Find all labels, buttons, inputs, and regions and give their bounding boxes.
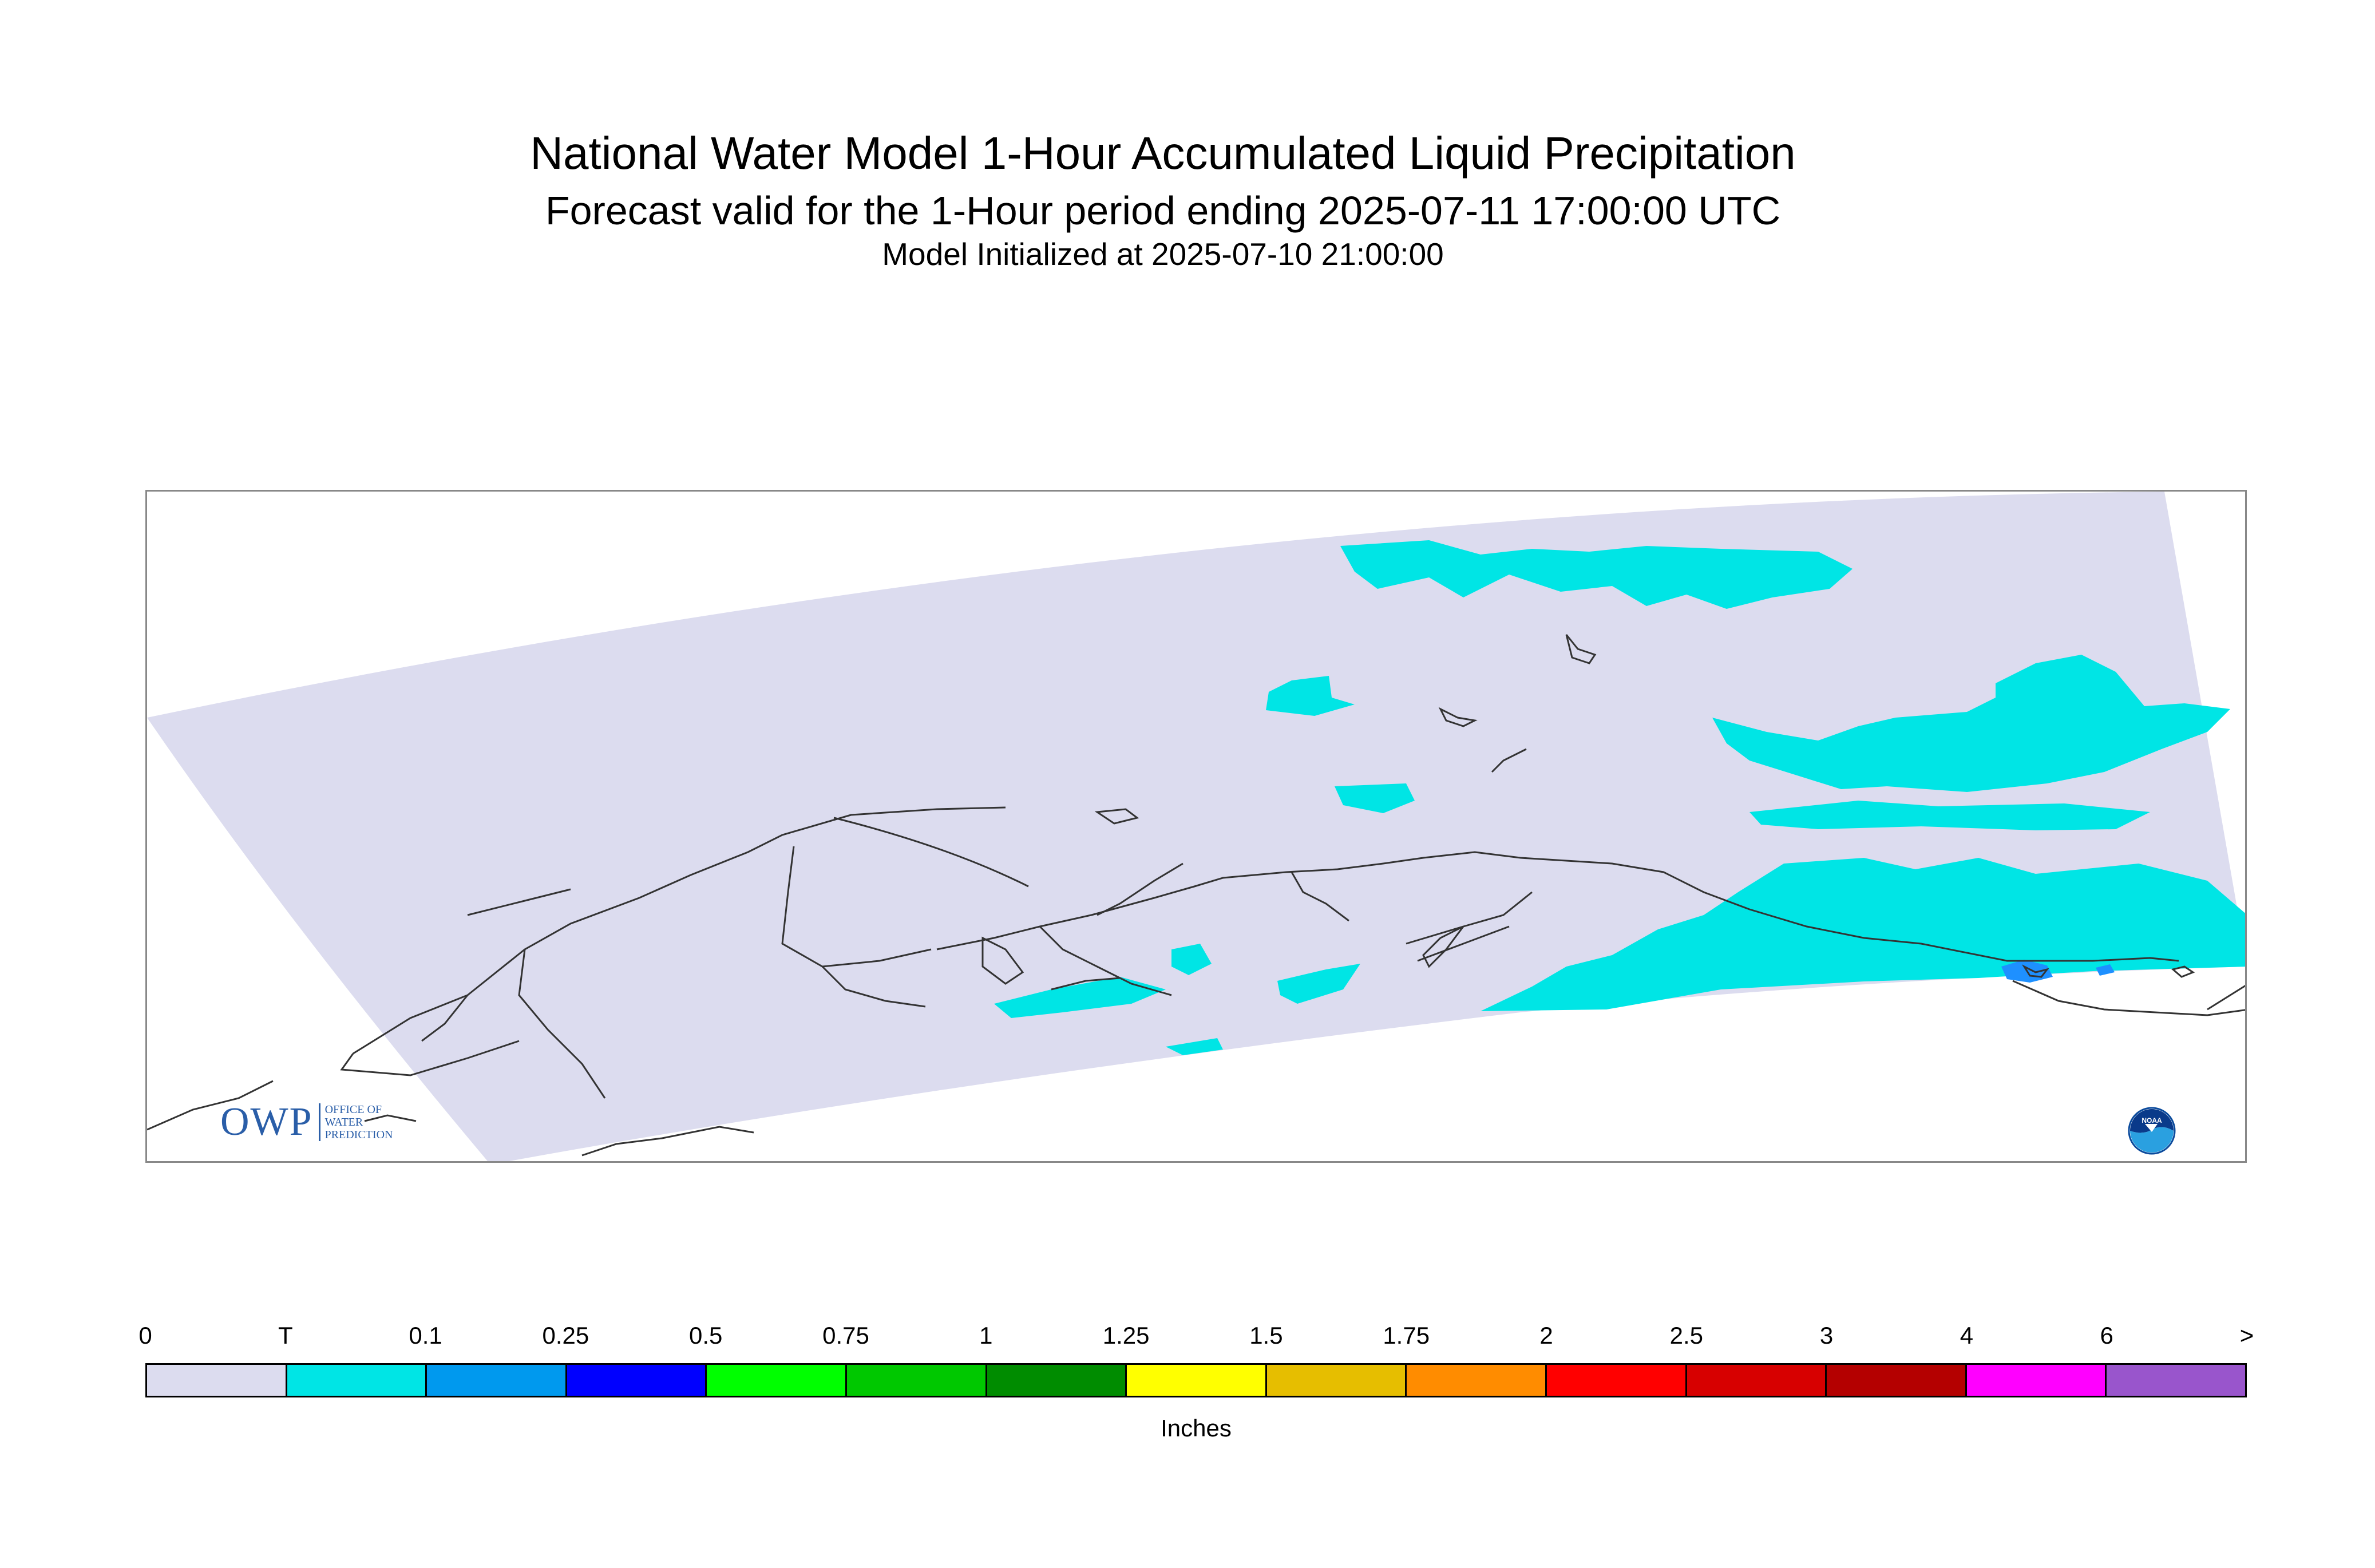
legend-tick-11: 2.5 [1669,1322,1703,1349]
noaa-text: NOAA [2142,1116,2162,1124]
owp-initials: OWP [220,1100,313,1144]
legend-tick-8: 1.5 [1249,1322,1283,1349]
owp-name: OFFICE OF WATER PREDICTION [325,1103,393,1141]
precipitation-map: OWP OFFICE OF WATER PREDICTION NOAA [145,490,2247,1163]
legend-swatch-3 [567,1365,707,1396]
noaa-logo: NOAA [2128,1107,2176,1155]
legend-swatch-14 [2107,1365,2245,1396]
legend-tick-10: 2 [1539,1322,1553,1349]
legend-tick-5: 0.75 [822,1322,869,1349]
legend-swatch-5 [846,1365,987,1396]
legend-tick-labels: 0 T 0.1 0.25 0.5 0.75 1 1.25 1.5 1.75 2 2.5 3 4 6 > [138,1322,2254,1356]
legend-swatch-1 [287,1365,428,1396]
legend-swatch-6 [987,1365,1127,1396]
map-title: National Water Model 1-Hour Accumulated … [530,128,1796,179]
legend-swatch-11 [1687,1365,1827,1396]
legend-tick-7: 1.25 [1102,1322,1150,1349]
legend-tick-1: T [278,1322,293,1349]
forecast-valid-subtitle: Forecast valid for the 1-Hour period end… [545,188,1781,233]
legend-tick-0: 0 [138,1322,152,1349]
map-canvas [147,492,2245,1161]
legend-tick-3: 0.25 [542,1322,589,1349]
legend-swatch-4 [707,1365,847,1396]
legend-tick-4: 0.5 [688,1322,723,1349]
legend-swatch-8 [1266,1365,1407,1396]
legend-tick-9: 1.75 [1383,1322,1430,1349]
owp-logo: OWP OFFICE OF WATER PREDICTION [220,1100,393,1144]
legend-units-label: Inches [1161,1415,1232,1442]
legend-swatch-10 [1546,1365,1687,1396]
model-domain-area [147,492,2245,1161]
owp-line1: OFFICE OF [324,1103,382,1116]
legend-tick-12: 3 [1819,1322,1834,1349]
islands-lakes [467,634,2195,991]
legend-swatch-12 [1827,1365,1967,1396]
precip-trace-areas [994,540,2245,1055]
legend-swatch-7 [1127,1365,1267,1396]
noaa-emblem: NOAA [2128,1107,2176,1155]
owp-divider [318,1103,320,1141]
legend-swatch-0 [147,1365,287,1396]
legend-tick-6: 1 [979,1322,993,1349]
legend-swatch-9 [1407,1365,1547,1396]
legend-tick-2: 0.1 [409,1322,442,1349]
model-init-line: Model Initialized at 2025-07-10 21:00:00 [882,236,1444,272]
legend-tick-13: 4 [1960,1322,1974,1349]
legend-swatch-2 [427,1365,567,1396]
owp-line3: PREDICTION [324,1129,393,1141]
coastlines [147,748,2245,1157]
legend-tick-15: > [2239,1322,2254,1349]
owp-line2: WATER [324,1116,363,1129]
legend-swatch-13 [1966,1365,2107,1396]
legend-color-bar [145,1363,2247,1397]
legend-tick-14: 6 [2100,1322,2113,1349]
